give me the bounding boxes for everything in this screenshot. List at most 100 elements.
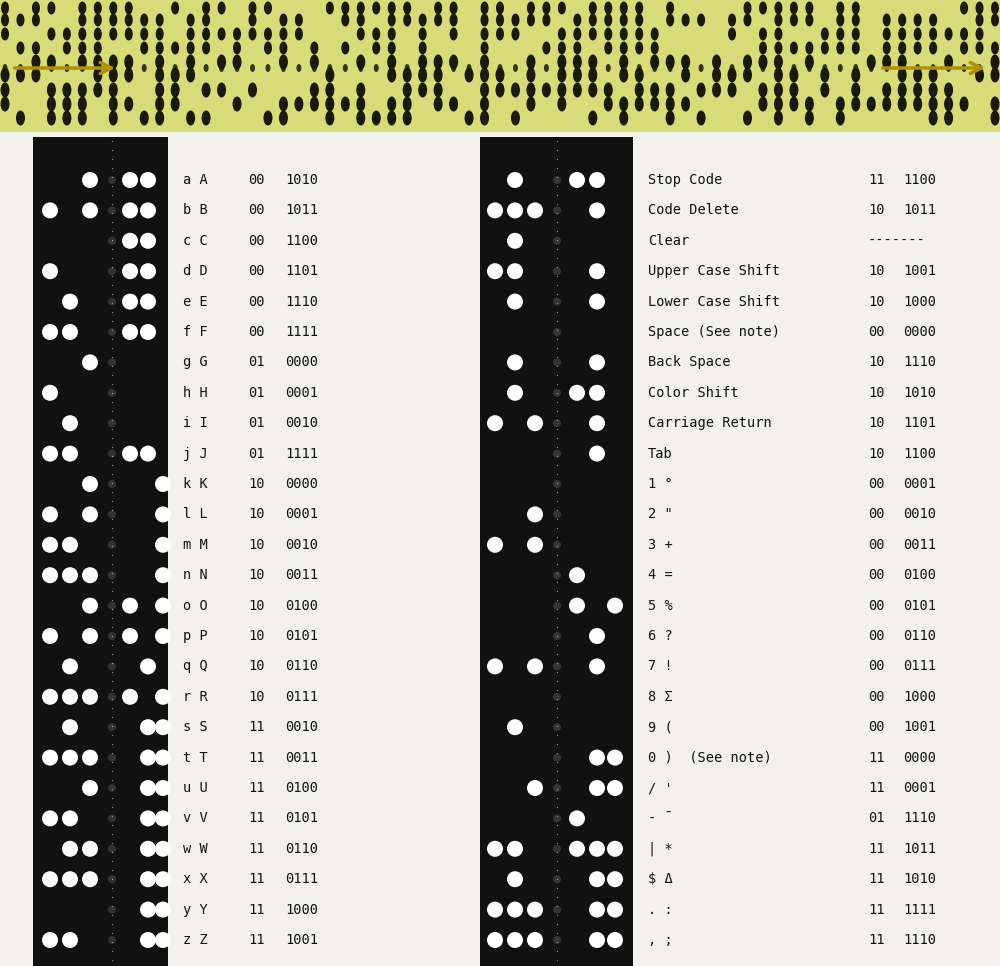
- Text: 11: 11: [868, 872, 885, 886]
- Ellipse shape: [991, 42, 999, 54]
- Circle shape: [108, 753, 116, 761]
- Ellipse shape: [296, 64, 301, 72]
- Ellipse shape: [93, 82, 102, 98]
- Ellipse shape: [511, 82, 520, 98]
- Ellipse shape: [914, 27, 922, 41]
- Text: y Y: y Y: [183, 902, 208, 917]
- Ellipse shape: [790, 2, 798, 14]
- Ellipse shape: [836, 97, 845, 111]
- Circle shape: [155, 871, 171, 887]
- Ellipse shape: [465, 110, 474, 126]
- Ellipse shape: [325, 110, 334, 126]
- Text: 0111: 0111: [903, 660, 936, 673]
- Text: 10: 10: [248, 690, 264, 704]
- Text: 11: 11: [248, 902, 264, 917]
- Ellipse shape: [217, 54, 226, 70]
- Ellipse shape: [883, 27, 891, 41]
- Ellipse shape: [666, 97, 675, 111]
- Text: 00: 00: [868, 325, 885, 339]
- Circle shape: [553, 419, 561, 427]
- Ellipse shape: [78, 97, 87, 111]
- Circle shape: [140, 294, 156, 309]
- Text: n N: n N: [183, 568, 208, 582]
- Ellipse shape: [635, 68, 644, 82]
- Ellipse shape: [264, 27, 272, 41]
- Ellipse shape: [681, 54, 690, 70]
- Ellipse shape: [1, 2, 9, 14]
- Circle shape: [42, 263, 58, 279]
- Ellipse shape: [807, 64, 812, 72]
- Text: $ Δ: $ Δ: [648, 872, 673, 886]
- Text: 0101: 0101: [285, 811, 318, 825]
- Ellipse shape: [498, 64, 503, 72]
- Circle shape: [553, 237, 561, 244]
- Ellipse shape: [124, 54, 133, 70]
- Ellipse shape: [449, 54, 458, 70]
- Text: 1011: 1011: [903, 204, 936, 217]
- Ellipse shape: [931, 64, 936, 72]
- Circle shape: [589, 901, 605, 918]
- Ellipse shape: [467, 64, 472, 72]
- Circle shape: [487, 415, 503, 431]
- Ellipse shape: [248, 27, 256, 41]
- Ellipse shape: [790, 42, 798, 54]
- Text: 01: 01: [248, 446, 264, 461]
- Ellipse shape: [526, 97, 535, 111]
- Ellipse shape: [62, 110, 71, 126]
- Ellipse shape: [604, 82, 613, 98]
- Text: 1110: 1110: [903, 811, 936, 825]
- Ellipse shape: [635, 14, 643, 26]
- Ellipse shape: [187, 42, 195, 54]
- Text: 00: 00: [248, 264, 264, 278]
- Ellipse shape: [898, 68, 907, 82]
- Circle shape: [155, 810, 171, 826]
- Ellipse shape: [248, 82, 257, 98]
- Circle shape: [507, 384, 523, 401]
- Ellipse shape: [1, 27, 9, 41]
- Text: | *: | *: [648, 841, 673, 856]
- Ellipse shape: [202, 110, 211, 126]
- Ellipse shape: [235, 64, 240, 72]
- Ellipse shape: [852, 27, 860, 41]
- Circle shape: [487, 659, 503, 674]
- Ellipse shape: [325, 68, 334, 82]
- Circle shape: [108, 724, 116, 731]
- Text: 0001: 0001: [903, 781, 936, 795]
- Ellipse shape: [450, 14, 458, 26]
- Ellipse shape: [805, 97, 814, 111]
- Circle shape: [62, 445, 78, 462]
- Circle shape: [42, 689, 58, 705]
- Ellipse shape: [78, 2, 86, 14]
- Ellipse shape: [557, 82, 566, 98]
- Ellipse shape: [666, 54, 675, 70]
- Ellipse shape: [805, 42, 813, 54]
- Text: e E: e E: [183, 295, 208, 308]
- Circle shape: [589, 659, 605, 674]
- Ellipse shape: [697, 82, 706, 98]
- Circle shape: [140, 932, 156, 948]
- Circle shape: [553, 541, 561, 549]
- Ellipse shape: [16, 42, 24, 54]
- Text: 01: 01: [248, 416, 264, 430]
- Text: 1110: 1110: [285, 295, 318, 308]
- Text: 0011: 0011: [285, 751, 318, 765]
- Ellipse shape: [264, 42, 272, 54]
- Circle shape: [527, 203, 543, 218]
- Ellipse shape: [343, 64, 348, 72]
- Ellipse shape: [668, 64, 673, 72]
- Circle shape: [140, 750, 156, 766]
- Ellipse shape: [789, 97, 798, 111]
- Ellipse shape: [929, 68, 938, 82]
- Ellipse shape: [250, 64, 255, 72]
- Ellipse shape: [821, 27, 829, 41]
- Ellipse shape: [805, 2, 813, 14]
- Ellipse shape: [604, 14, 612, 26]
- Text: 11: 11: [248, 841, 264, 856]
- Ellipse shape: [47, 2, 55, 14]
- Circle shape: [589, 840, 605, 857]
- Ellipse shape: [945, 27, 953, 41]
- Ellipse shape: [264, 2, 272, 14]
- Circle shape: [487, 263, 503, 279]
- Ellipse shape: [279, 54, 288, 70]
- Ellipse shape: [142, 64, 147, 72]
